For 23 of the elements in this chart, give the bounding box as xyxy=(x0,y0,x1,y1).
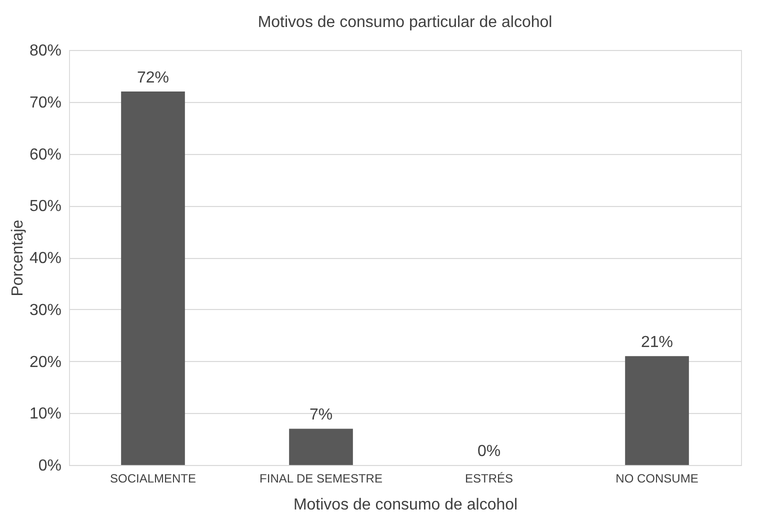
y-tick-label: 40% xyxy=(29,250,62,267)
x-axis-title: Motivos de consumo de alcohol xyxy=(293,496,518,514)
bar xyxy=(121,92,185,465)
bar xyxy=(289,428,353,465)
y-tick-label: 80% xyxy=(29,42,62,60)
x-tick-label: FINAL DE SEMESTRE xyxy=(260,472,382,486)
y-tick-label: 10% xyxy=(29,406,62,423)
y-tick-label: 0% xyxy=(38,458,62,474)
chart-title: Motivos de consumo particular de alcohol xyxy=(258,14,552,31)
x-tick-label: SOCIALMENTE xyxy=(110,472,196,486)
y-axis-title: Porcentaje xyxy=(9,220,26,296)
bar xyxy=(625,356,689,465)
data-label: 0% xyxy=(477,443,501,460)
y-tick-label: 70% xyxy=(29,94,62,112)
data-label: 21% xyxy=(640,334,674,352)
y-tick-label: 30% xyxy=(29,302,62,319)
data-label: 7% xyxy=(309,406,333,424)
y-tick-label: 60% xyxy=(29,146,62,164)
y-tick-label: 20% xyxy=(29,354,62,371)
data-label: 72% xyxy=(136,70,170,86)
y-tick-label: 50% xyxy=(29,198,62,216)
x-tick-label: NO CONSUME xyxy=(616,472,698,486)
x-tick-label: ESTRÉS xyxy=(464,472,514,486)
